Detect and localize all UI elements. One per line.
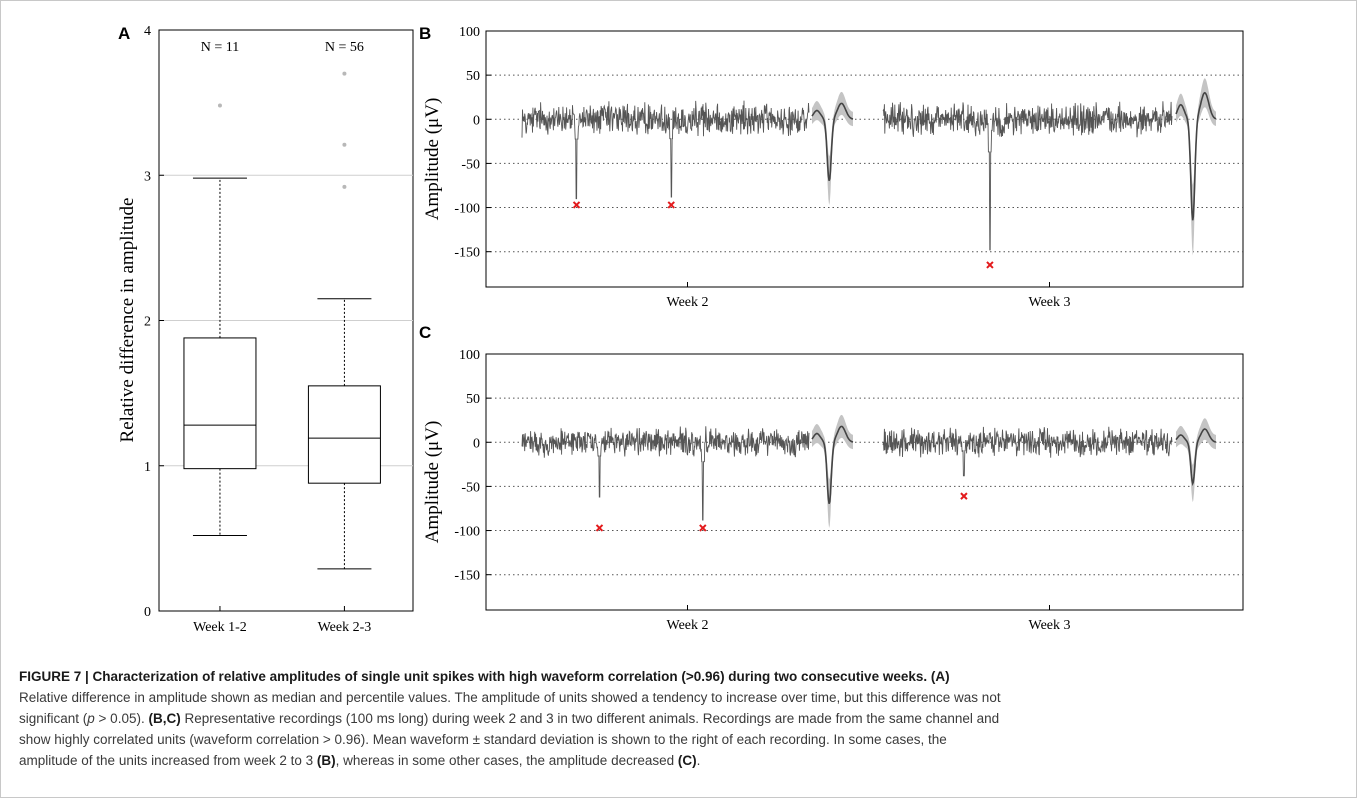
panel-a-letter: A (118, 24, 130, 43)
c-xtick-label: Week 2 (666, 618, 708, 633)
b-ytick-label: -50 (461, 157, 480, 172)
c-spike-marker (960, 492, 968, 500)
caption-p-symbol: p (87, 711, 95, 726)
panel-c-letter: C (419, 323, 431, 342)
box-1 (183, 103, 257, 536)
caption-text-2b: > 0.05). (94, 711, 149, 726)
c-mean-waveform-2 (1175, 428, 1217, 487)
b-ytick-label: -100 (454, 202, 480, 217)
caption-line-3: significant (p > 0.05). (B,C) Representa… (19, 708, 1344, 729)
b-ytick-label: 100 (459, 25, 480, 40)
caption-line-5: amplitude of the units increased from we… (19, 750, 1344, 771)
c-ytick-label: 0 (473, 436, 480, 451)
c-ytick-label: -50 (461, 480, 480, 495)
outlier-point (342, 71, 347, 76)
figure-svg: A 0 1 2 3 4 N = 11 N = 56 Week 1-2 Week 2-3 Re… (117, 24, 1244, 635)
c-ytick-label: -150 (454, 569, 480, 584)
c-sd-band-1 (812, 414, 853, 528)
panel-b-frame (485, 30, 1244, 288)
caption-line-4: show highly correlated units (waveform c… (19, 729, 1344, 750)
b-spike-marker (986, 261, 994, 269)
outlier-point (217, 103, 222, 108)
b-ytick-label: 50 (466, 69, 480, 84)
panel-a-ytick-label: 2 (144, 315, 151, 330)
c-ytick-label: 50 (466, 392, 480, 407)
panel-a-ytick-label: 3 (144, 169, 151, 184)
caption-text-2c: Representative recordings (100 ms long) … (180, 711, 1000, 726)
panel-a-xtick-label: Week 1-2 (193, 620, 247, 635)
panel-a: A 0 1 2 3 4 N = 11 N = 56 Week 1-2 Week 2-3 Re… (117, 24, 414, 635)
caption-ref-bc: (B,C) (148, 711, 181, 726)
caption-text-3: show highly correlated units (waveform c… (19, 732, 947, 747)
b-ytick-label: 0 (473, 113, 480, 128)
panel-b: B 100 50 0 -50 -100 -150 Week 2 Week 3 Amplitu… (419, 24, 1244, 310)
c-xtick-label: Week 3 (1028, 618, 1070, 633)
c-ytick-label: -100 (454, 525, 480, 540)
c-trace-1 (521, 426, 810, 521)
panel-a-ytick-label: 4 (144, 24, 151, 39)
n-label-2: N = 56 (325, 40, 364, 55)
b-mean-waveform-1 (811, 102, 854, 182)
n-label-1: N = 11 (201, 40, 240, 55)
caption-figure-title: FIGURE 7 | Characterization of relative … (19, 669, 950, 684)
panel-c-frame (485, 353, 1244, 611)
b-ytick-label: -150 (454, 246, 480, 261)
c-trace-2 (882, 426, 1173, 477)
marker-stroke (572, 201, 581, 209)
outlier-point (342, 142, 347, 147)
b-spike-marker (572, 201, 581, 209)
caption-ref-c: (C) (677, 753, 697, 768)
c-mean-waveform-1 (811, 425, 854, 505)
outlier-point (342, 184, 347, 189)
marker-stroke (667, 201, 675, 209)
b-xtick-label: Week 2 (666, 295, 708, 310)
panel-b-letter: B (419, 24, 431, 43)
panel-a-ytick-label: 0 (144, 605, 151, 620)
caption-line-1: FIGURE 7 | Characterization of relative … (19, 666, 1344, 687)
b-trace-1 (521, 100, 810, 200)
caption-line-2: Relative difference in amplitude shown a… (19, 687, 1344, 708)
b-sd-band-1 (812, 91, 853, 205)
caption-text-2a: significant ( (19, 711, 88, 726)
caption-text-1: Relative difference in amplitude shown a… (19, 690, 1001, 705)
marker-stroke (960, 492, 968, 500)
panel-b-ylabel: Amplitude (μV) (422, 98, 443, 221)
caption-text-4e: . (696, 753, 701, 768)
marker-stroke (595, 524, 604, 532)
caption-ref-b: (B) (316, 753, 336, 768)
marker-stroke (986, 261, 994, 269)
marker-stroke (699, 524, 707, 532)
b-trace-2 (882, 101, 1173, 251)
panel-a-ylabel: Relative difference in amplitude (117, 198, 138, 443)
panel-c: C 100 50 0 -50 -100 -150 Week 2 Week 3 Amplitu… (419, 323, 1244, 633)
box-2 (307, 71, 381, 570)
iqr-box (183, 337, 257, 470)
panel-a-ytick-label: 1 (144, 460, 151, 475)
b-sd-band-2 (1176, 78, 1216, 256)
panel-c-ylabel: Amplitude (μV) (422, 421, 443, 544)
b-spike-marker (667, 201, 675, 209)
b-mean-waveform-2 (1175, 91, 1217, 221)
c-spike-marker (699, 524, 707, 532)
c-spike-marker (595, 524, 604, 532)
c-ytick-label: 100 (459, 348, 480, 363)
figure-caption: FIGURE 7 | Characterization of relative … (19, 666, 1344, 771)
panel-a-xtick-label: Week 2-3 (318, 620, 372, 635)
caption-text-4a: amplitude of the units increased from we… (19, 753, 317, 768)
iqr-box (307, 385, 381, 484)
caption-text-4c: , whereas in some other cases, the ampli… (335, 753, 678, 768)
b-xtick-label: Week 3 (1028, 295, 1070, 310)
